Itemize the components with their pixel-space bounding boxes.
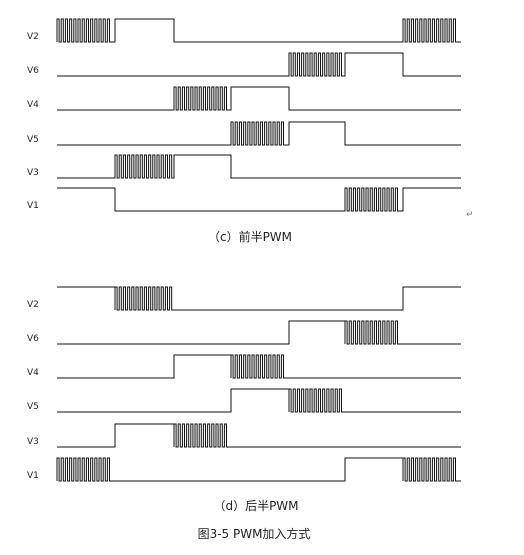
signal-label-v2: V2 [27, 300, 39, 310]
waveform-v5 [57, 388, 461, 413]
caption-panel-d: （d）后半PWM [213, 499, 298, 513]
caption-panel-c: （c）前半PWM [208, 229, 292, 244]
signal-label-v6: V6 [27, 334, 39, 344]
figure-caption: 图3-5 PWM加入方式 [198, 526, 311, 541]
waveform-v4 [57, 86, 461, 111]
return-mark-icon: ↵ [466, 210, 474, 220]
panel-d-back-half-pwm: V2 V6 V4 V5 V3 V1 [27, 286, 461, 482]
waveform-v5 [57, 121, 461, 146]
signal-label-v4: V4 [27, 100, 39, 110]
waveform-v2 [57, 286, 461, 311]
signal-label-v4: V4 [27, 368, 39, 378]
signal-label-v3: V3 [27, 168, 39, 178]
waveform-v6 [57, 320, 461, 345]
signal-label-v5: V5 [27, 402, 39, 412]
waveform-v4 [57, 354, 461, 379]
panel-c-front-half-pwm: V2 V6 V4 V5 V3 V1 [27, 18, 461, 212]
signal-label-v2: V2 [27, 32, 39, 42]
signal-label-v3: V3 [27, 437, 39, 447]
waveform-v3 [57, 423, 461, 448]
waveform-v3 [57, 154, 461, 179]
waveform-v2 [56, 18, 461, 43]
signal-label-v6: V6 [27, 66, 39, 76]
signal-label-v5: V5 [27, 135, 39, 145]
signal-label-v1: V1 [27, 471, 39, 481]
signal-label-v1: V1 [27, 201, 39, 211]
waveform-v6 [57, 52, 461, 77]
waveform-v1 [57, 187, 461, 212]
waveform-v1 [56, 457, 461, 482]
